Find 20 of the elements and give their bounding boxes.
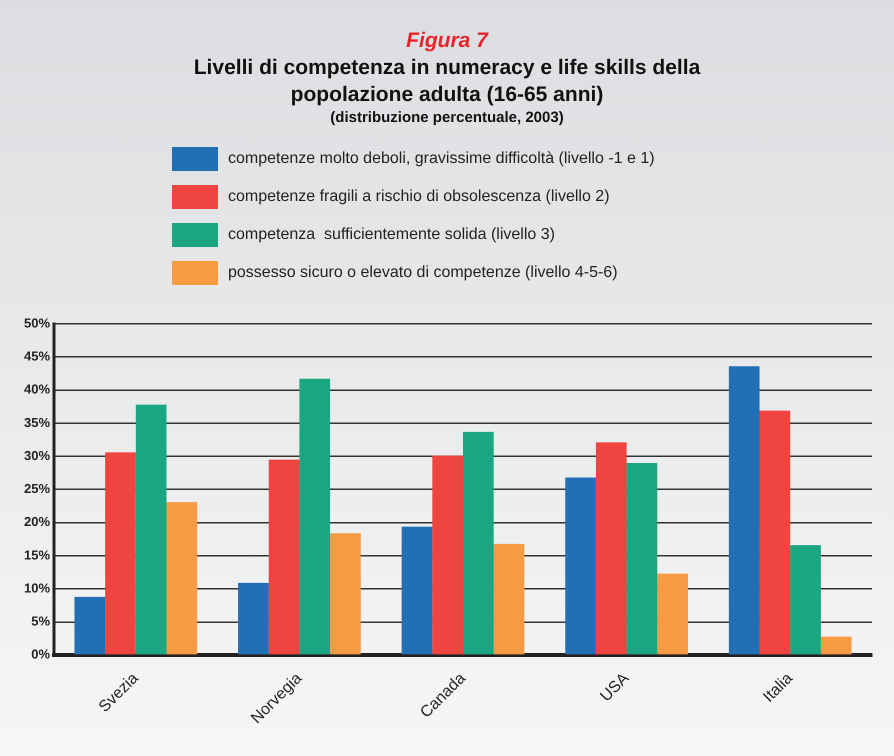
legend-label: competenza sufficientemente solida (livello 3)	[228, 226, 555, 244]
legend-label: possesso sicuro o elevato di competenze (livello 4-5-6)	[228, 264, 618, 282]
y-tick-label: 0%	[31, 646, 50, 662]
text: (distribuzione percentuale, 2003)	[329, 108, 565, 128]
legend-label: competenze fragili a rischio di obsolescenza (livello 2)	[228, 188, 610, 206]
y-tick-label: 5%	[31, 614, 50, 629]
y-tick-label: 30%	[24, 448, 50, 463]
y-tick-label: 15%	[24, 547, 50, 562]
y-tick-label: 40%	[24, 382, 50, 397]
x-tick-label: Italia	[760, 670, 796, 706]
y-tick-label: 45%	[24, 348, 50, 364]
x-tick-label: USA	[597, 670, 633, 706]
chart-subtitle: Livelli di competenza in numeracy e life skills della popolazione adulta (16-65 anni)	[192, 55, 702, 108]
y-tick-label: 35%	[24, 414, 50, 430]
chart-title: Figura 7	[405, 28, 490, 54]
y-tick-label: 20%	[24, 514, 50, 530]
y-tick-label: 50%	[24, 315, 50, 330]
legend-label: competenze molto deboli, gravissime difficoltà (livello -1 e 1)	[228, 150, 655, 168]
y-tick-label: 25%	[24, 481, 50, 496]
y-tick-label: 10%	[24, 580, 50, 596]
